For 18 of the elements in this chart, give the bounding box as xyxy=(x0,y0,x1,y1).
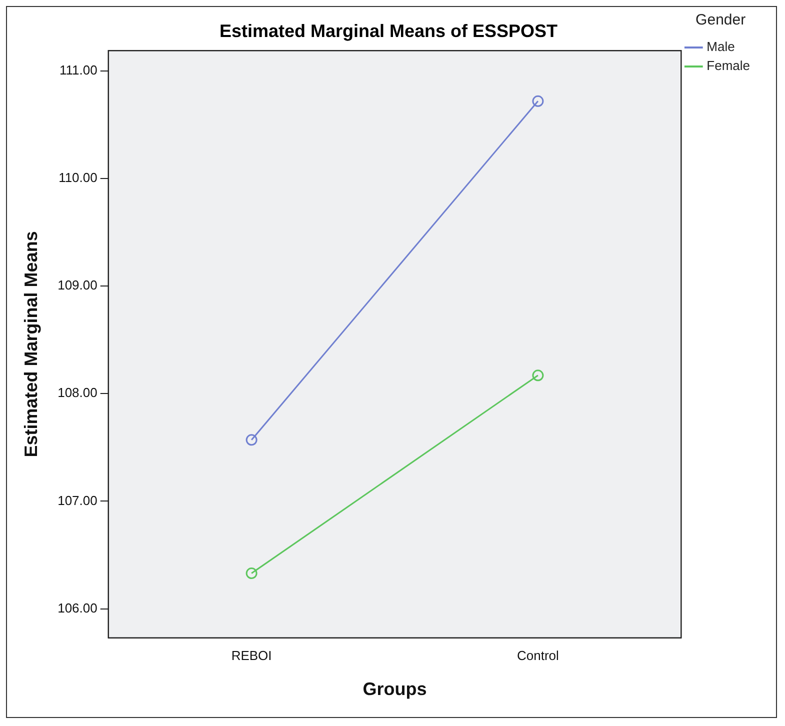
legend-title: Gender xyxy=(696,12,746,29)
y-tick-label: 107.00 xyxy=(58,492,98,508)
legend-label: Female xyxy=(706,58,750,74)
y-tick-label: 108.00 xyxy=(58,385,98,400)
y-tick-label: 111.00 xyxy=(60,62,98,78)
y-tick-label: 110.00 xyxy=(58,170,98,186)
y-tick-label: 106.00 xyxy=(58,600,98,616)
point xyxy=(532,370,544,382)
point xyxy=(246,568,258,580)
x-axis-title: Groups xyxy=(362,679,427,700)
x-tick-label: REBOI xyxy=(231,648,272,664)
y-axis-title: Estimated Marginal Means xyxy=(20,231,41,458)
legend-label: Male xyxy=(706,39,735,54)
y-tick-label: 109.00 xyxy=(58,278,98,293)
point xyxy=(532,95,544,107)
x-tick-label: Control xyxy=(516,648,560,664)
chart-title: Estimated Marginal Means of ESSPOST xyxy=(219,20,558,41)
point xyxy=(246,434,258,446)
